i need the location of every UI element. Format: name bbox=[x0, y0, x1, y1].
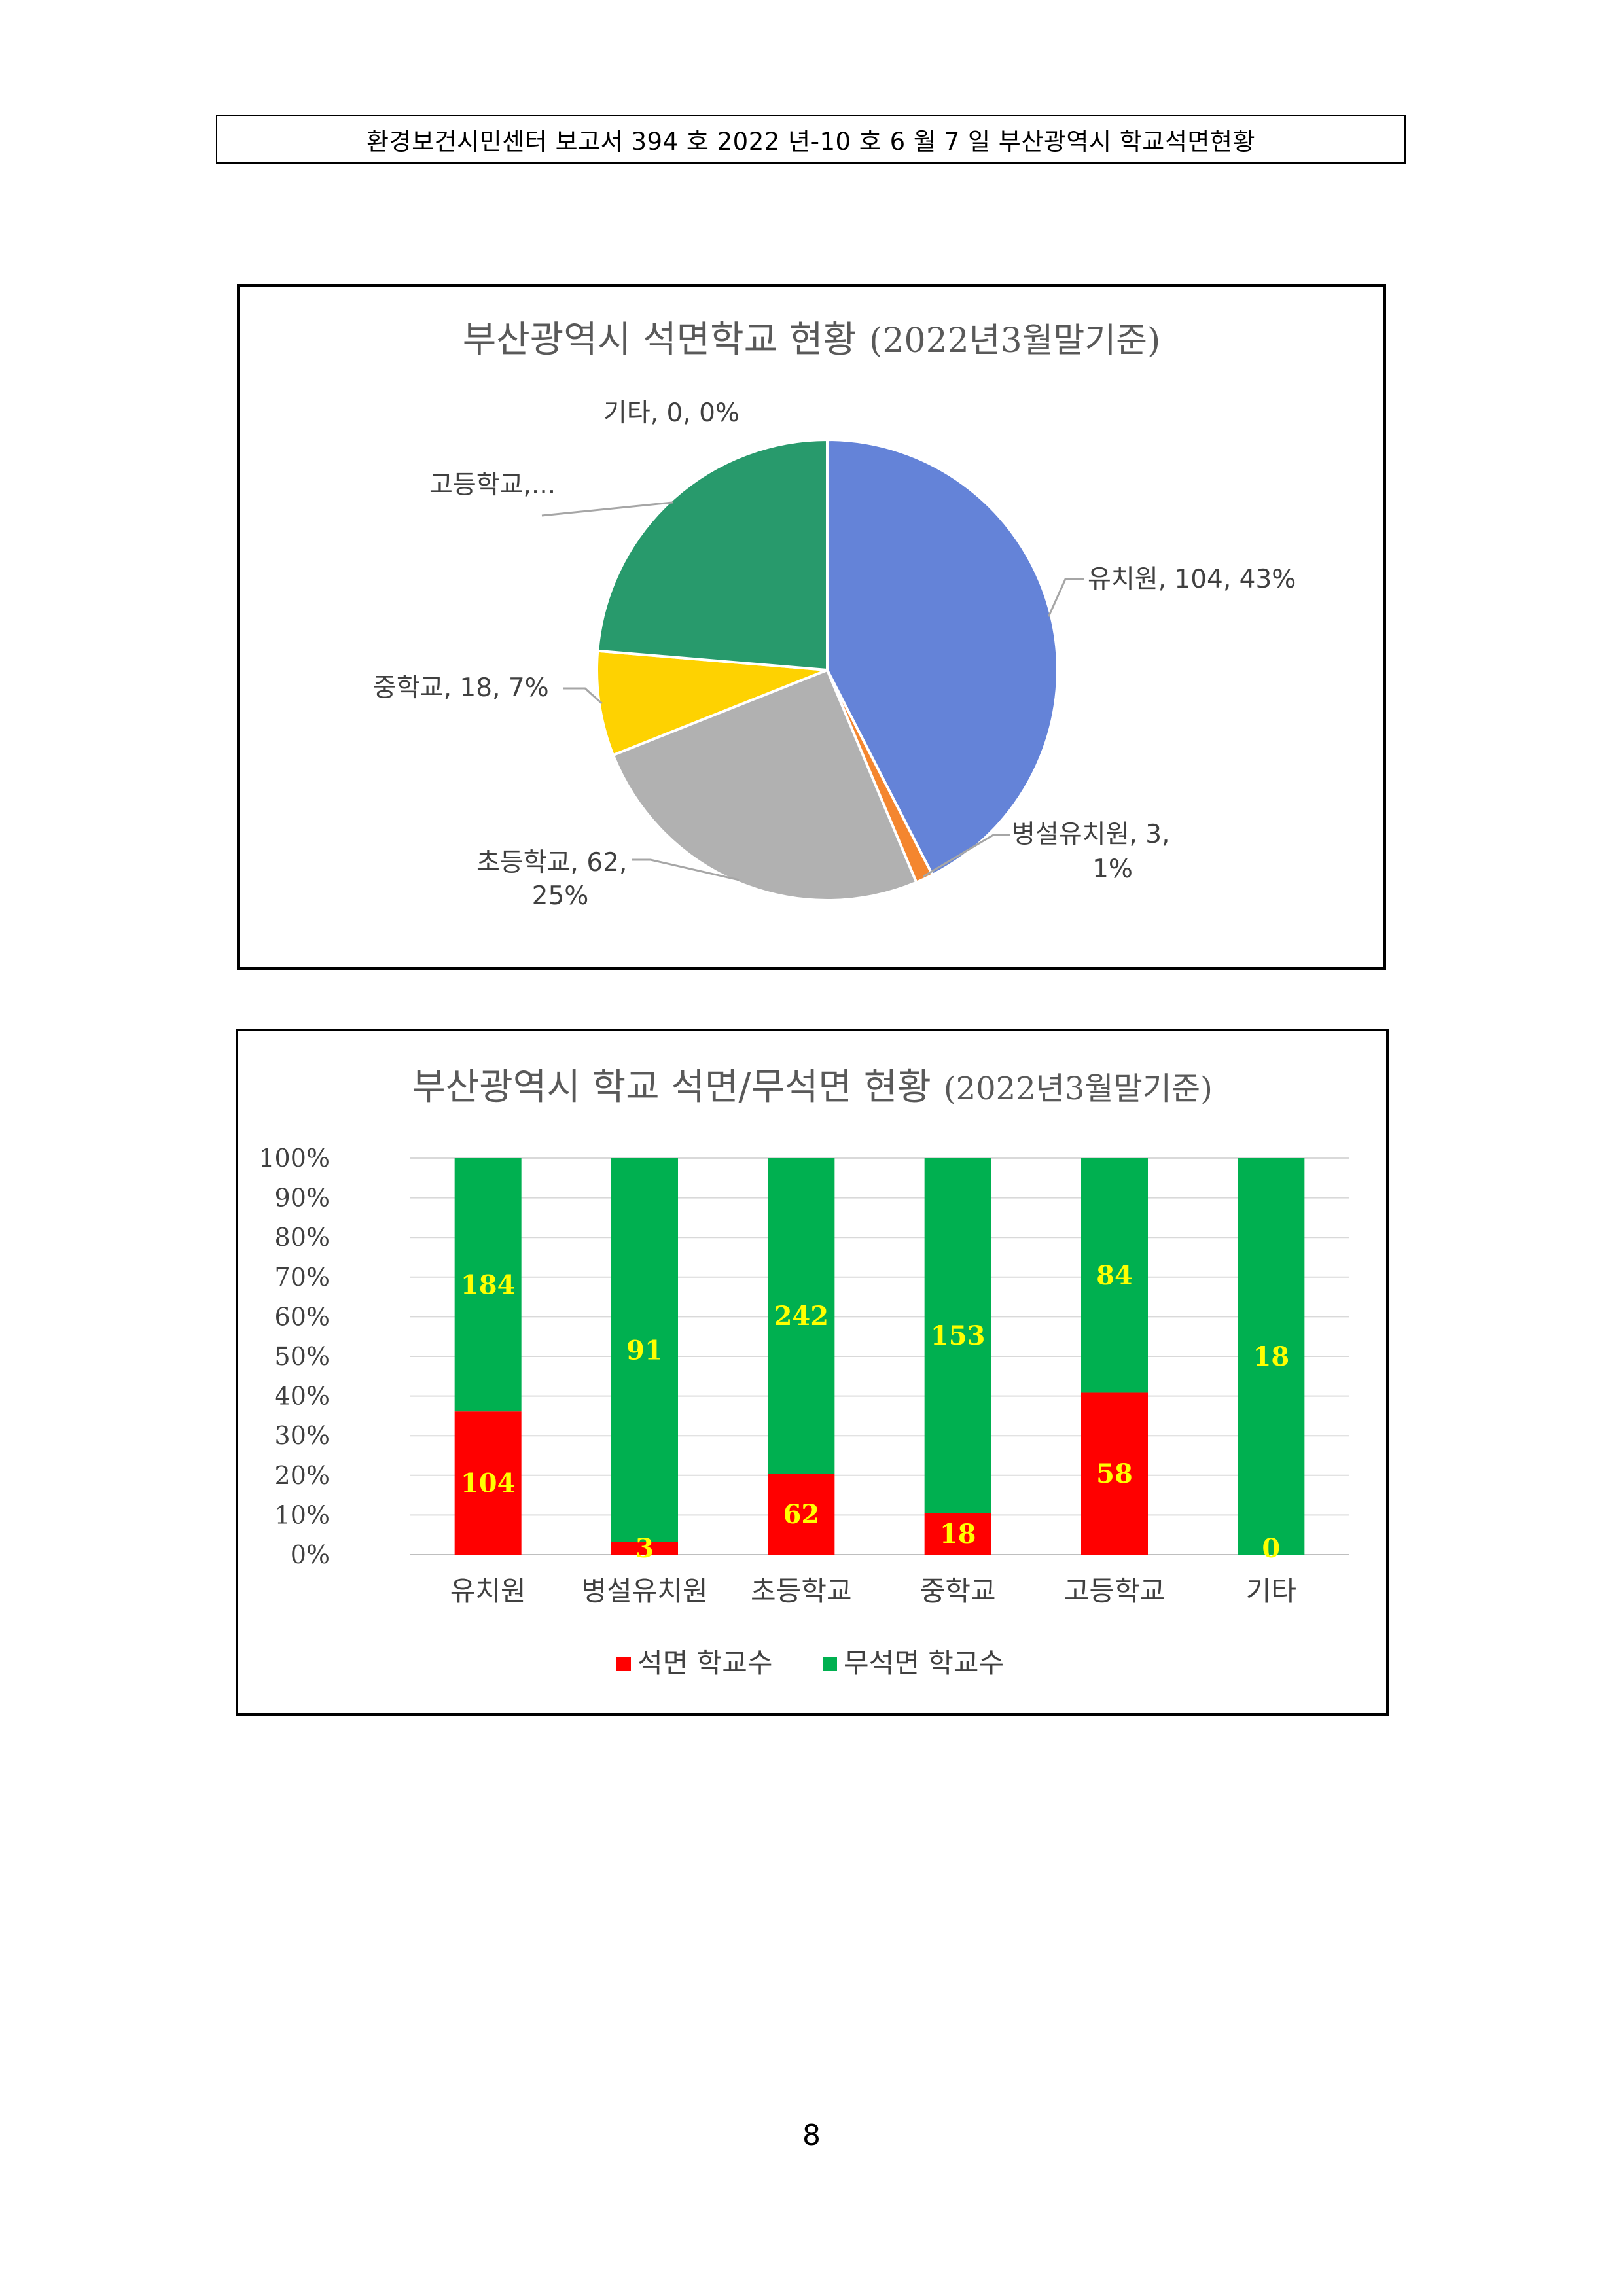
bar-non-asbestos-4 bbox=[1081, 1158, 1148, 1393]
pie-leader-line-3 bbox=[563, 687, 603, 705]
data-label-asbestos-1: 3 bbox=[635, 1533, 654, 1564]
bar-non-asbestos-5 bbox=[1238, 1158, 1305, 1555]
legend-swatch-asbestos bbox=[616, 1657, 631, 1671]
y-tick-label: 30% bbox=[275, 1421, 330, 1450]
y-tick-label: 10% bbox=[275, 1500, 330, 1529]
legend: 석면 학교수 무석면 학교수 bbox=[616, 1647, 1004, 1679]
data-label-non-asbestos-2: 242 bbox=[774, 1301, 829, 1332]
pie-slice-4 bbox=[596, 438, 829, 672]
data-label-non-asbestos-1: 91 bbox=[626, 1335, 663, 1366]
x-category-label: 기타 bbox=[1246, 1575, 1296, 1607]
gridlines bbox=[410, 1157, 1349, 1555]
data-label-asbestos-5: 0 bbox=[1262, 1533, 1280, 1564]
pie-leader-lines bbox=[541, 501, 1084, 881]
stacked-bar-chart: 부산광역시 학교 석면/무석면 현황 (2022년3월말기준) 0% 10% 20%… bbox=[259, 1066, 1349, 1679]
bar-title-suffix: (2022년3월말기준) bbox=[944, 1070, 1213, 1107]
data-label-non-asbestos-4: 84 bbox=[1096, 1260, 1133, 1291]
bar-title-main: 부산광역시 학교 석면/무석면 현황 bbox=[412, 1066, 931, 1108]
y-tick-label: 80% bbox=[275, 1223, 330, 1252]
pie-label-attached-kindergarten-line1: 병설유치원, 3, bbox=[1012, 820, 1169, 849]
x-category-label: 고등학교 bbox=[1064, 1575, 1166, 1607]
pie-slice-2 bbox=[611, 668, 918, 902]
bar-asbestos-0 bbox=[454, 1411, 522, 1555]
y-tick-label: 70% bbox=[275, 1263, 330, 1292]
x-category-label: 중학교 bbox=[920, 1575, 996, 1607]
y-tick-label: 100% bbox=[259, 1144, 330, 1173]
data-label-asbestos-4: 58 bbox=[1096, 1458, 1133, 1489]
pie-label-kindergarten: 유치원, 104, 43% bbox=[1088, 565, 1296, 594]
bar-non-asbestos-2 bbox=[768, 1158, 835, 1474]
data-label-asbestos-2: 62 bbox=[783, 1499, 819, 1530]
bar-asbestos-2 bbox=[768, 1474, 835, 1555]
bar-non-asbestos-0 bbox=[454, 1158, 522, 1412]
x-axis-categories: 유치원 병설유치원 초등학교 중학교 고등학교 기타 bbox=[450, 1575, 1296, 1607]
pie-slices bbox=[596, 438, 1059, 902]
y-tick-label: 90% bbox=[275, 1184, 330, 1212]
y-tick-label: 40% bbox=[275, 1382, 330, 1411]
report-header: 환경보건시민센터 보고서 394 호 2022 년-10 호 6 월 7 일 부… bbox=[216, 115, 1406, 164]
pie-label-elementary-line2: 25% bbox=[532, 881, 589, 911]
bar-non-asbestos-3 bbox=[924, 1158, 991, 1513]
pie-label-middle-school: 중학교, 18, 7% bbox=[373, 673, 549, 703]
data-label-asbestos-0: 104 bbox=[461, 1468, 516, 1499]
x-category-label: 병설유치원 bbox=[581, 1575, 707, 1607]
bar-non-asbestos-1 bbox=[611, 1158, 678, 1542]
x-category-label: 유치원 bbox=[450, 1575, 526, 1607]
y-tick-label: 50% bbox=[275, 1342, 330, 1371]
pie-chart-title: 부산광역시 석면학교 현황 (2022년3월말기준) bbox=[463, 319, 1161, 361]
pie-label-high-school: 고등학교,... bbox=[429, 470, 556, 500]
y-tick-label: 60% bbox=[275, 1302, 330, 1331]
pie-leader-line-1 bbox=[923, 834, 1010, 877]
data-label-non-asbestos-5: 18 bbox=[1253, 1341, 1289, 1372]
legend-label-asbestos: 석면 학교수 bbox=[637, 1647, 773, 1679]
pie-leader-line-0 bbox=[1047, 578, 1084, 617]
y-tick-label: 0% bbox=[291, 1540, 330, 1569]
pie-title-suffix: (2022년3월말기준) bbox=[869, 321, 1160, 361]
pie-label-attached-kindergarten-line2: 1% bbox=[1092, 855, 1133, 884]
y-tick-label: 20% bbox=[275, 1461, 330, 1490]
data-label-asbestos-3: 18 bbox=[940, 1519, 976, 1549]
pie-chart: 부산광역시 석면학교 현황 (2022년3월말기준) 유치원, 104, 43%… bbox=[373, 319, 1296, 911]
bar-chart-title: 부산광역시 학교 석면/무석면 현황 (2022년3월말기준) bbox=[412, 1066, 1213, 1108]
pie-title-main: 부산광역시 석면학교 현황 bbox=[463, 319, 857, 361]
pie-leader-line-2 bbox=[632, 858, 740, 881]
data-label-non-asbestos-0: 184 bbox=[461, 1270, 516, 1301]
pie-label-elementary-line1: 초등학교, 62, bbox=[476, 848, 627, 877]
pie-slice-3 bbox=[596, 649, 828, 757]
bar-asbestos-4 bbox=[1081, 1392, 1148, 1555]
bar-chart-panel: 부산광역시 학교 석면/무석면 현황 (2022년3월말기준) 0% 10% 20%… bbox=[236, 1029, 1389, 1716]
pie-label-other: 기타, 0, 0% bbox=[603, 398, 740, 428]
bar-asbestos-3 bbox=[924, 1513, 991, 1555]
pie-chart-panel: 부산광역시 석면학교 현황 (2022년3월말기준) 유치원, 104, 43%… bbox=[237, 284, 1386, 970]
pie-slice-0 bbox=[826, 438, 1059, 877]
legend-label-non-asbestos: 무석면 학교수 bbox=[844, 1647, 1004, 1679]
bars: 104 184 3 91 62 242 18 153 58 84 0 18 bbox=[454, 1158, 1305, 1564]
data-label-non-asbestos-3: 153 bbox=[931, 1320, 986, 1351]
page-number: 8 bbox=[802, 2119, 821, 2152]
y-axis-ticks: 0% 10% 20% 30% 40% 50% 60% 70% 80% 90% 100% bbox=[259, 1144, 330, 1569]
x-category-label: 초등학교 bbox=[751, 1575, 852, 1607]
pie-leader-line-4 bbox=[541, 501, 673, 517]
bar-asbestos-1 bbox=[611, 1542, 678, 1555]
legend-swatch-non-asbestos bbox=[823, 1657, 837, 1671]
